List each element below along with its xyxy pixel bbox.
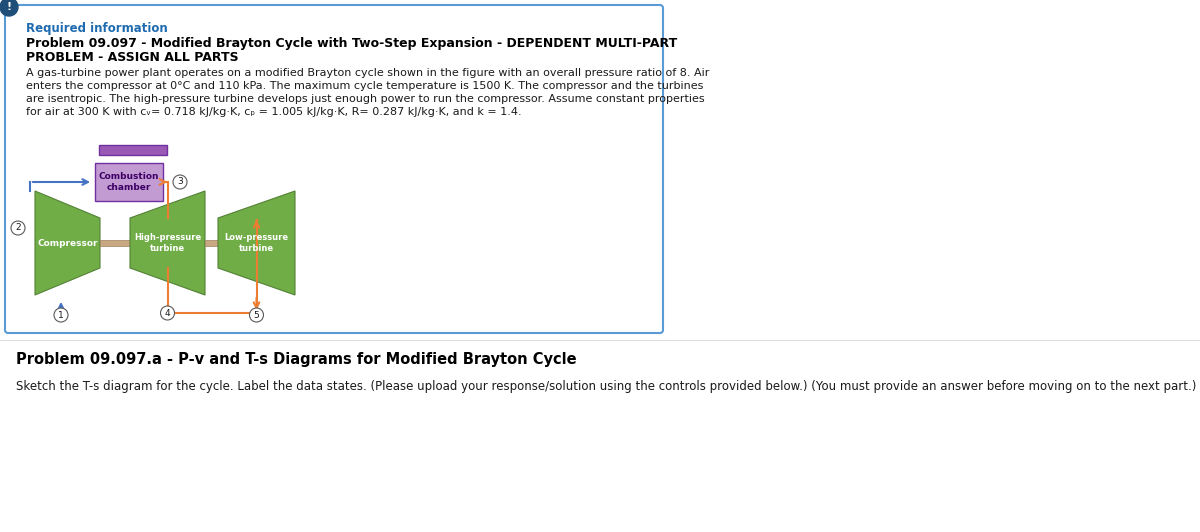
Bar — [205, 240, 218, 246]
Text: 2: 2 — [16, 223, 20, 232]
Polygon shape — [35, 191, 100, 295]
Text: PROBLEM - ASSIGN ALL PARTS: PROBLEM - ASSIGN ALL PARTS — [26, 51, 239, 64]
Text: Sketch the T-s diagram for the cycle. Label the data states. (Please upload your: Sketch the T-s diagram for the cycle. La… — [16, 380, 1196, 393]
Text: for air at 300 K with cᵥ= 0.718 kJ/kg·K, cₚ = 1.005 kJ/kg·K, R= 0.287 kJ/kg·K, a: for air at 300 K with cᵥ= 0.718 kJ/kg·K,… — [26, 107, 522, 117]
Circle shape — [54, 308, 68, 322]
Text: enters the compressor at 0°C and 110 kPa. The maximum cycle temperature is 1500 : enters the compressor at 0°C and 110 kPa… — [26, 81, 703, 91]
Circle shape — [161, 306, 174, 320]
Text: Low-pressure
turbine: Low-pressure turbine — [224, 234, 288, 253]
Text: 3: 3 — [178, 178, 182, 187]
Circle shape — [250, 308, 264, 322]
Text: are isentropic. The high-pressure turbine develops just enough power to run the : are isentropic. The high-pressure turbin… — [26, 94, 704, 104]
FancyBboxPatch shape — [98, 145, 167, 155]
Polygon shape — [130, 191, 205, 295]
Polygon shape — [218, 191, 295, 295]
Text: Problem 09.097.a - P-v and T-s Diagrams for Modified Brayton Cycle: Problem 09.097.a - P-v and T-s Diagrams … — [16, 352, 577, 367]
Text: !: ! — [6, 2, 12, 12]
Text: Compressor: Compressor — [37, 238, 97, 247]
Circle shape — [11, 221, 25, 235]
Text: 1: 1 — [58, 311, 64, 320]
Text: Required information: Required information — [26, 22, 168, 35]
FancyBboxPatch shape — [95, 163, 163, 201]
Text: High-pressure
turbine: High-pressure turbine — [134, 234, 202, 253]
FancyBboxPatch shape — [5, 5, 662, 333]
Text: Problem 09.097 - Modified Brayton Cycle with Two-Step Expansion - DEPENDENT MULT: Problem 09.097 - Modified Brayton Cycle … — [26, 37, 677, 50]
Text: A gas-turbine power plant operates on a modified Brayton cycle shown in the figu: A gas-turbine power plant operates on a … — [26, 68, 709, 78]
Circle shape — [173, 175, 187, 189]
Text: 5: 5 — [253, 311, 259, 320]
Text: Combustion
chamber: Combustion chamber — [98, 172, 160, 192]
Text: 4: 4 — [164, 309, 170, 318]
Circle shape — [0, 0, 18, 16]
Bar — [100, 240, 130, 246]
